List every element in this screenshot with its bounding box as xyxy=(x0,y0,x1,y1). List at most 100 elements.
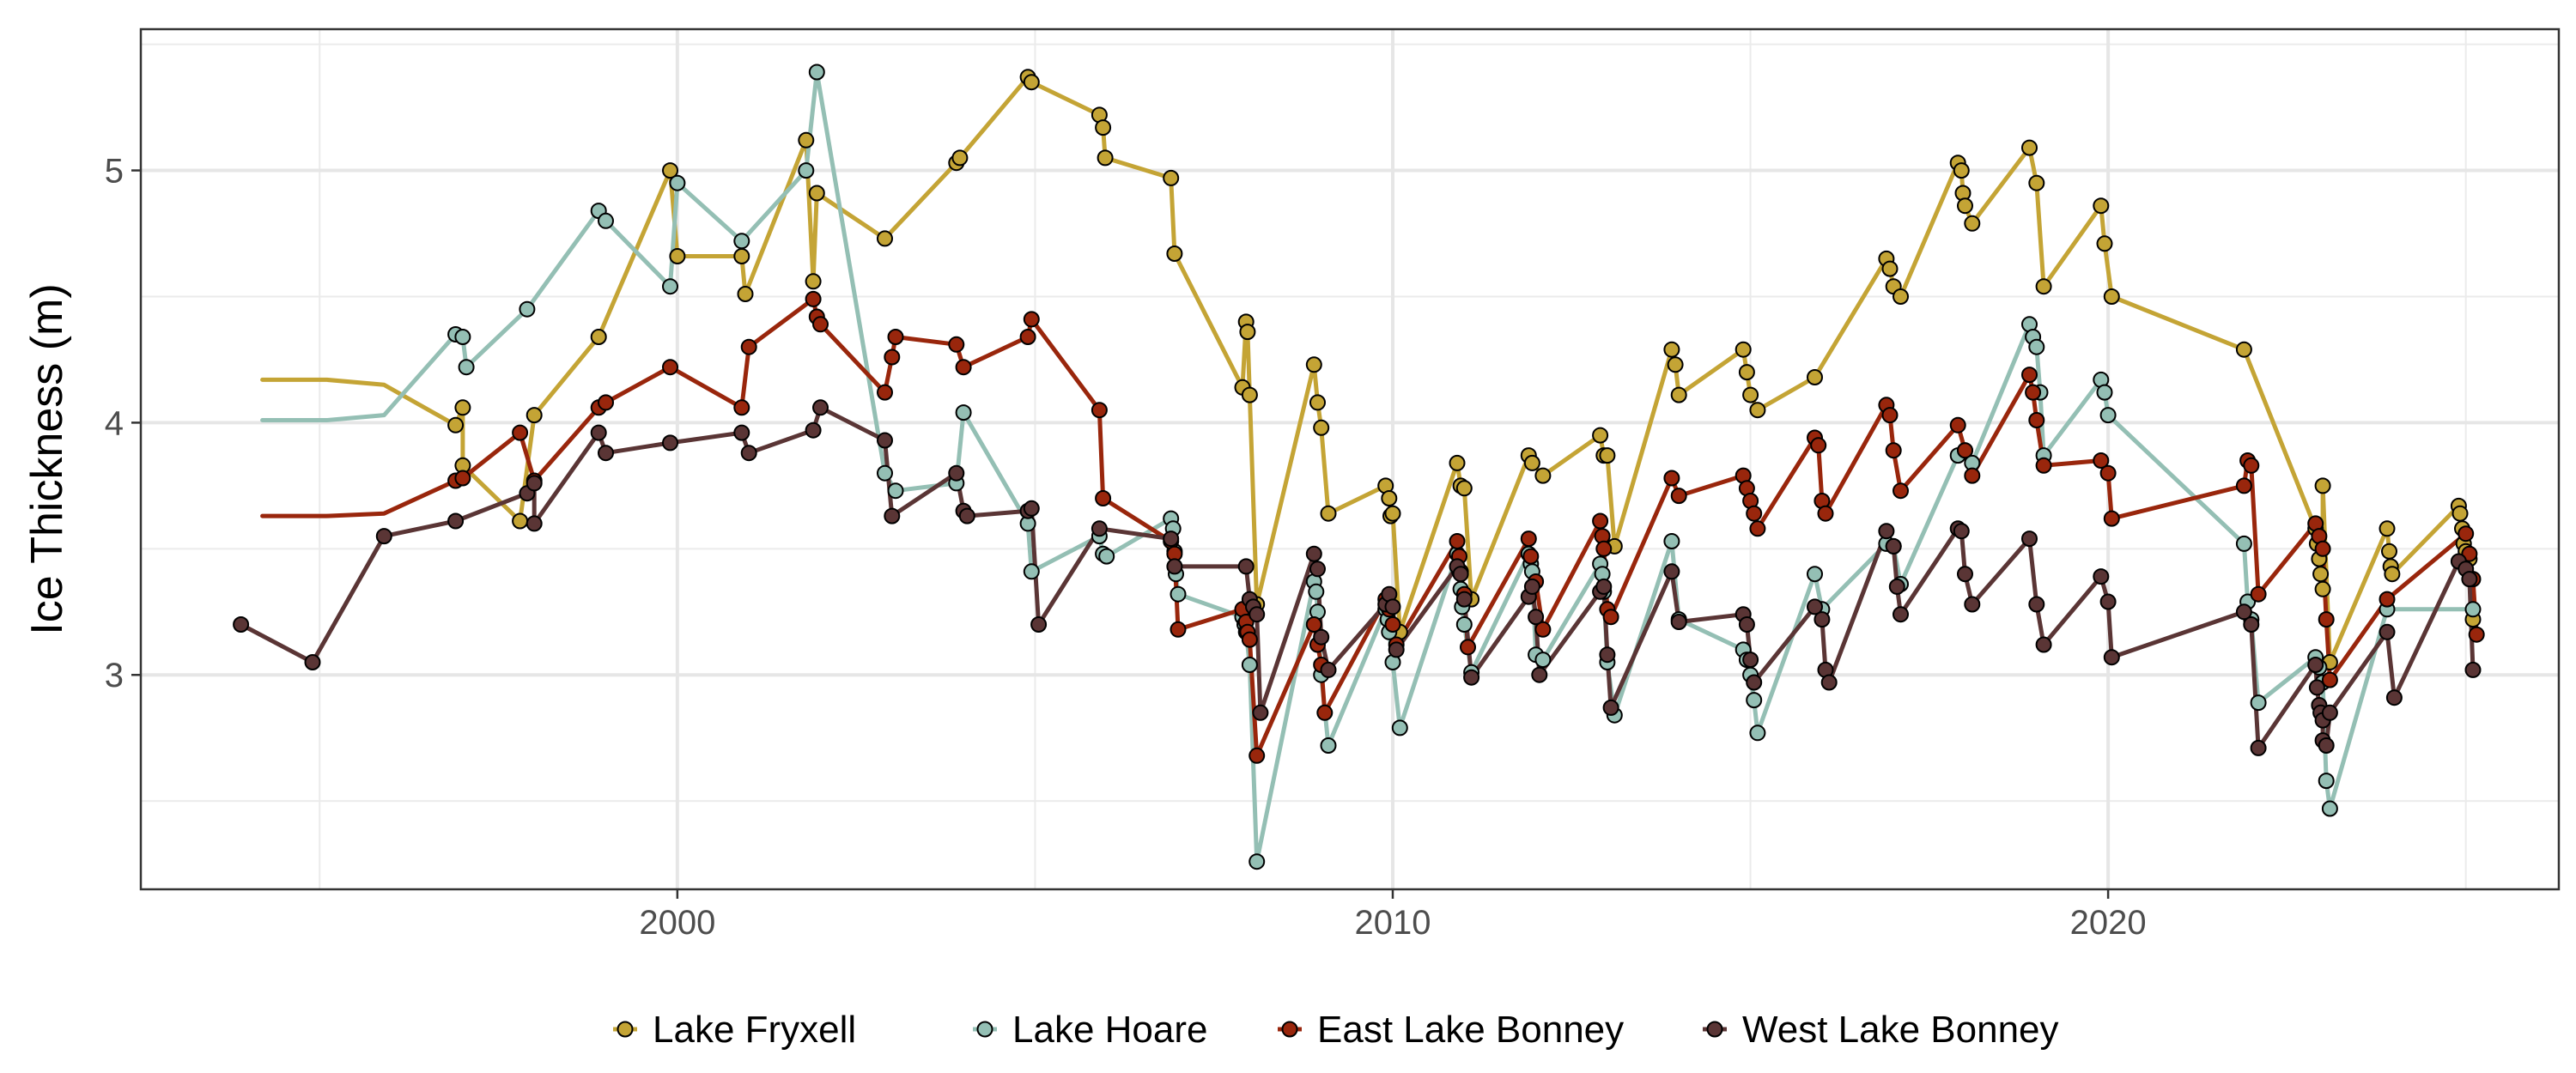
data-point xyxy=(2243,457,2260,474)
data-point xyxy=(1249,853,1266,870)
data-point xyxy=(1531,666,1548,683)
data-point xyxy=(2321,704,2338,721)
data-point xyxy=(2099,593,2117,610)
data-point xyxy=(2451,505,2469,522)
data-point xyxy=(662,434,678,452)
data-point xyxy=(669,174,686,191)
data-point xyxy=(1449,454,1466,471)
plot-panel-background xyxy=(141,29,2559,889)
data-point xyxy=(884,507,901,524)
data-point xyxy=(1019,329,1036,345)
data-point xyxy=(669,248,686,264)
data-point xyxy=(1241,386,1258,403)
data-point xyxy=(805,421,822,439)
data-point xyxy=(1820,674,1838,691)
data-point xyxy=(1320,661,1337,678)
series-points xyxy=(233,64,2485,870)
data-point xyxy=(1384,505,1401,522)
data-point xyxy=(1964,215,1981,232)
data-point xyxy=(1957,197,1973,215)
data-point xyxy=(1663,341,1680,358)
data-point xyxy=(812,316,829,333)
data-point xyxy=(733,424,750,441)
data-point xyxy=(662,278,678,295)
data-point xyxy=(447,512,465,530)
legend: Lake Fryxell Lake Hoare East Lake Bonney We… xyxy=(613,1009,2059,1051)
data-point xyxy=(1237,558,1255,575)
data-point xyxy=(1893,606,1909,623)
data-point xyxy=(1241,657,1258,673)
data-point xyxy=(733,233,750,250)
data-point xyxy=(1455,591,1473,608)
grid-major xyxy=(141,29,2559,889)
data-point xyxy=(1742,652,1759,669)
data-point xyxy=(2035,457,2052,474)
data-point xyxy=(2384,566,2401,583)
data-point xyxy=(2385,689,2403,706)
x-tick-label: 2010 xyxy=(1354,904,1431,942)
data-point xyxy=(1953,523,1970,540)
data-point xyxy=(1534,652,1552,669)
data-point xyxy=(1667,356,1684,373)
data-point xyxy=(2314,540,2331,557)
data-point xyxy=(526,407,543,424)
data-point xyxy=(1881,407,1899,424)
data-point xyxy=(1957,442,1973,459)
data-point xyxy=(1305,356,1322,373)
data-point xyxy=(1738,616,1755,633)
data-point xyxy=(1885,442,1902,459)
data-point xyxy=(2235,341,2252,358)
data-point xyxy=(2318,773,2335,790)
data-point xyxy=(2099,464,2117,482)
data-point xyxy=(2093,568,2110,585)
data-point xyxy=(1738,364,1755,381)
data-point xyxy=(1670,488,1687,505)
data-point xyxy=(233,616,250,633)
legend-label: Lake Hoare xyxy=(1012,1009,1207,1051)
data-point xyxy=(454,329,471,345)
x-tick-label: 2020 xyxy=(2070,904,2147,942)
legend-key-point xyxy=(976,1021,993,1038)
data-point xyxy=(1091,402,1108,419)
data-point xyxy=(1523,454,1540,471)
data-point xyxy=(733,399,750,416)
x-tick-label: 2000 xyxy=(639,904,715,942)
data-point xyxy=(2028,596,2045,613)
data-point xyxy=(1746,674,1763,691)
data-point xyxy=(2381,543,2397,560)
data-point xyxy=(1320,505,1337,522)
data-point xyxy=(1091,520,1108,537)
data-point xyxy=(1817,505,1834,522)
data-point xyxy=(1814,611,1831,628)
data-point xyxy=(1878,523,1895,540)
data-point xyxy=(2318,737,2335,754)
data-point xyxy=(2096,384,2113,401)
data-point xyxy=(1592,512,1609,530)
data-point xyxy=(1023,74,1040,91)
data-point xyxy=(798,162,815,179)
data-point xyxy=(454,399,471,416)
legend-item: Lake Fryxell xyxy=(613,1009,856,1051)
data-point xyxy=(1313,419,1330,436)
data-point xyxy=(1595,540,1613,557)
data-point xyxy=(1670,386,1687,403)
data-point xyxy=(1746,505,1763,522)
plot-panel-border xyxy=(139,27,2561,891)
data-point xyxy=(2321,671,2338,688)
data-point xyxy=(2028,338,2045,355)
data-point xyxy=(1241,631,1258,648)
data-point xyxy=(1595,578,1613,595)
data-point xyxy=(1949,416,1966,433)
data-point xyxy=(1095,119,1112,136)
data-point xyxy=(737,286,754,302)
y-tick-label: 3 xyxy=(105,657,124,694)
data-point xyxy=(808,185,825,202)
data-point xyxy=(1460,639,1476,656)
data-point xyxy=(1163,169,1180,186)
data-point xyxy=(1388,641,1405,658)
data-point xyxy=(526,475,543,492)
data-point xyxy=(1885,537,1902,555)
data-point xyxy=(598,212,614,229)
y-tick-label: 4 xyxy=(105,404,124,442)
